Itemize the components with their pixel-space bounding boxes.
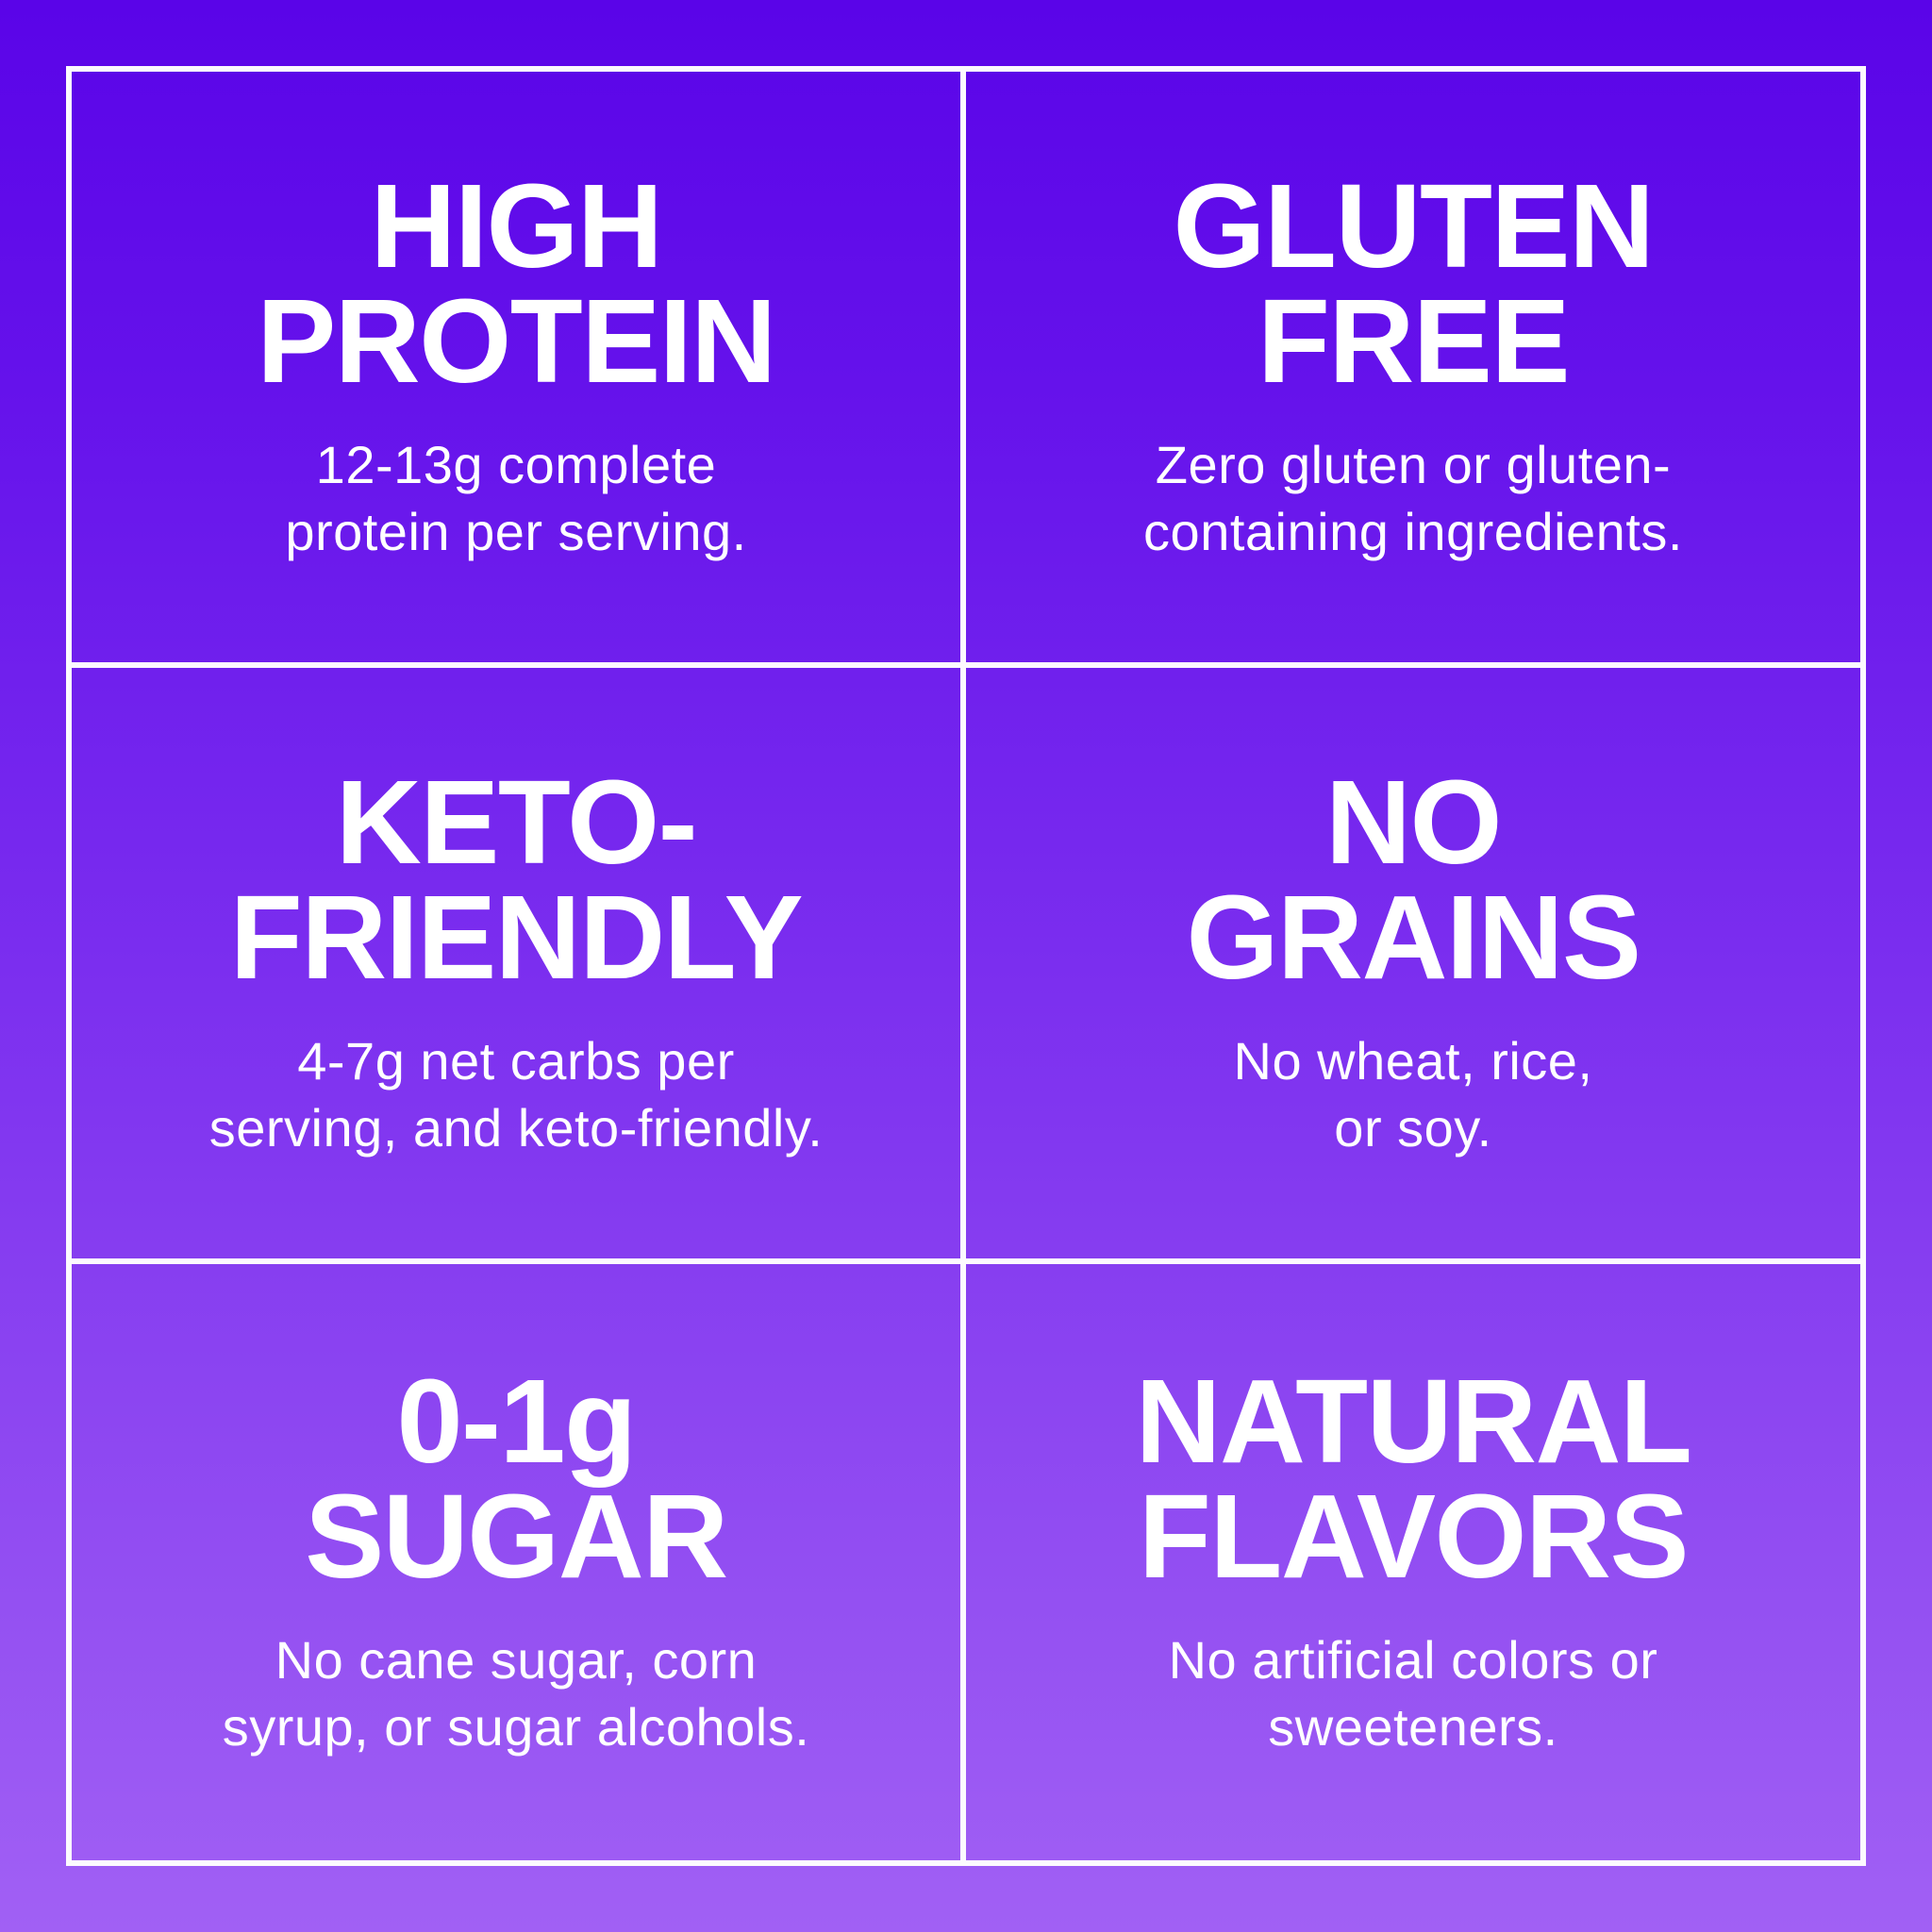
feature-title-line: NO bbox=[1324, 756, 1503, 889]
feature-title-line: KETO- bbox=[335, 756, 698, 889]
feature-description-line: protein per serving. bbox=[285, 502, 747, 561]
feature-title: KETO- FRIENDLY bbox=[229, 756, 804, 1004]
feature-title: NATURAL FLAVORS bbox=[1135, 1355, 1692, 1603]
feature-description-line: or soy. bbox=[1334, 1098, 1492, 1158]
feature-title-line: SUGAR bbox=[305, 1470, 728, 1603]
feature-title-line: GRAINS bbox=[1186, 871, 1641, 1004]
feature-title-line: 0-1g bbox=[396, 1355, 637, 1488]
feature-description: 12-13g complete protein per serving. bbox=[285, 431, 746, 565]
feature-cell-keto-friendly: KETO- FRIENDLY 4-7g net carbs per servin… bbox=[72, 668, 966, 1264]
feature-title-line: FRIENDLY bbox=[229, 871, 804, 1004]
feature-description: No cane sugar, corn syrup, or sugar alco… bbox=[223, 1626, 810, 1760]
feature-description: No wheat, rice, or soy. bbox=[1234, 1027, 1593, 1161]
feature-cell-0-1g-sugar: 0-1g SUGAR No cane sugar, corn syrup, or… bbox=[72, 1264, 966, 1860]
feature-title: 0-1g SUGAR bbox=[305, 1355, 728, 1603]
feature-description-line: 4-7g net carbs per bbox=[297, 1031, 735, 1091]
feature-description-line: sweeteners. bbox=[1268, 1697, 1558, 1757]
feature-description-line: No wheat, rice, bbox=[1233, 1031, 1593, 1091]
benefits-grid: HIGH PROTEIN 12-13g complete protein per… bbox=[66, 66, 1866, 1866]
feature-cell-no-grains: NO GRAINS No wheat, rice, or soy. bbox=[966, 668, 1860, 1264]
feature-description-line: No cane sugar, corn bbox=[275, 1630, 758, 1690]
feature-description-line: containing ingredients. bbox=[1143, 502, 1683, 561]
feature-title-line: NATURAL bbox=[1135, 1355, 1692, 1488]
feature-title-line: FLAVORS bbox=[1138, 1470, 1690, 1603]
feature-description: No artificial colors or sweeteners. bbox=[1169, 1626, 1658, 1760]
feature-cell-gluten-free: GLUTEN FREE Zero gluten or gluten- conta… bbox=[966, 72, 1860, 668]
feature-description-line: Zero gluten or gluten- bbox=[1155, 435, 1672, 494]
feature-title-line: HIGH bbox=[370, 159, 663, 292]
feature-description-line: 12-13g complete bbox=[315, 435, 717, 494]
feature-title-line: GLUTEN bbox=[1173, 159, 1655, 292]
feature-title: NO GRAINS bbox=[1186, 756, 1641, 1004]
feature-description-line: No artificial colors or bbox=[1168, 1630, 1658, 1690]
feature-cell-natural-flavors: NATURAL FLAVORS No artificial colors or … bbox=[966, 1264, 1860, 1860]
feature-title: HIGH PROTEIN bbox=[257, 159, 776, 408]
feature-title-line: FREE bbox=[1257, 275, 1571, 408]
feature-description-line: syrup, or sugar alcohols. bbox=[222, 1697, 810, 1757]
feature-description: Zero gluten or gluten- containing ingred… bbox=[1143, 431, 1683, 565]
feature-description: 4-7g net carbs per serving, and keto-fri… bbox=[209, 1027, 824, 1161]
feature-title-line: PROTEIN bbox=[257, 275, 776, 408]
feature-title: GLUTEN FREE bbox=[1173, 159, 1655, 408]
feature-cell-high-protein: HIGH PROTEIN 12-13g complete protein per… bbox=[72, 72, 966, 668]
feature-description-line: serving, and keto-friendly. bbox=[208, 1098, 824, 1158]
